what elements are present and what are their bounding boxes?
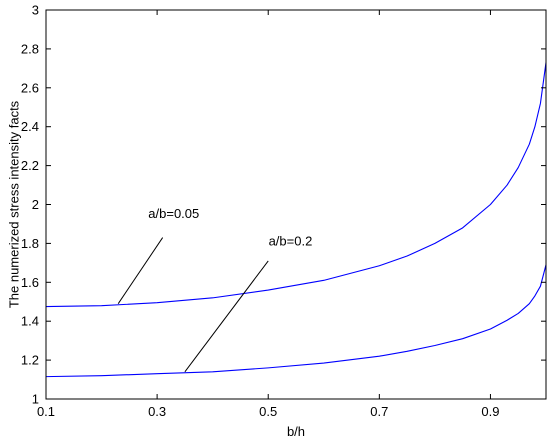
- x-axis-title: b/h: [287, 424, 305, 439]
- y-tick-label: 1.6: [21, 275, 39, 290]
- annotation-label-2: a/b=0.2: [269, 233, 313, 248]
- tick-layer: 0.1 0.3 0.5 0.7 0.9 1 1.2 1.4 1.6 1.8 2 2.2 2.4 2.6 2.…: [21, 3, 546, 419]
- annotation-layer: a/b=0.05 a/b=0.2: [117, 206, 313, 373]
- x-tick-label: 0.5: [259, 404, 277, 419]
- y-tick-label: 2.8: [21, 41, 39, 56]
- y-axis-title: The numerized stress intensity facts: [7, 100, 22, 308]
- y-tick-label: 2: [32, 197, 39, 212]
- series-layer: [45, 62, 547, 378]
- y-tick-label: 1.8: [21, 236, 39, 251]
- annotation-label-1: a/b=0.05: [148, 206, 199, 221]
- y-tick-label: 2.2: [21, 158, 39, 173]
- series-line-2: [45, 264, 547, 378]
- y-tick-label: 1: [32, 392, 39, 407]
- y-tick-label: 3: [32, 3, 39, 18]
- x-tick-label: 0.7: [370, 404, 388, 419]
- plot-area: [46, 10, 546, 399]
- x-tick-label: 0.3: [148, 404, 166, 419]
- y-tick-label: 2.4: [21, 119, 39, 134]
- x-tick-label: 0.9: [481, 404, 499, 419]
- x-tick-label: 0.1: [37, 404, 55, 419]
- y-tick-label: 1.4: [21, 314, 39, 329]
- y-tick-label: 1.2: [21, 353, 39, 368]
- annotation-leader-1: [117, 237, 164, 304]
- series-line-1: [45, 62, 547, 308]
- plot-frame: [45, 9, 547, 400]
- annotation-leader-2: [184, 260, 269, 373]
- y-tick-label: 2.6: [21, 80, 39, 95]
